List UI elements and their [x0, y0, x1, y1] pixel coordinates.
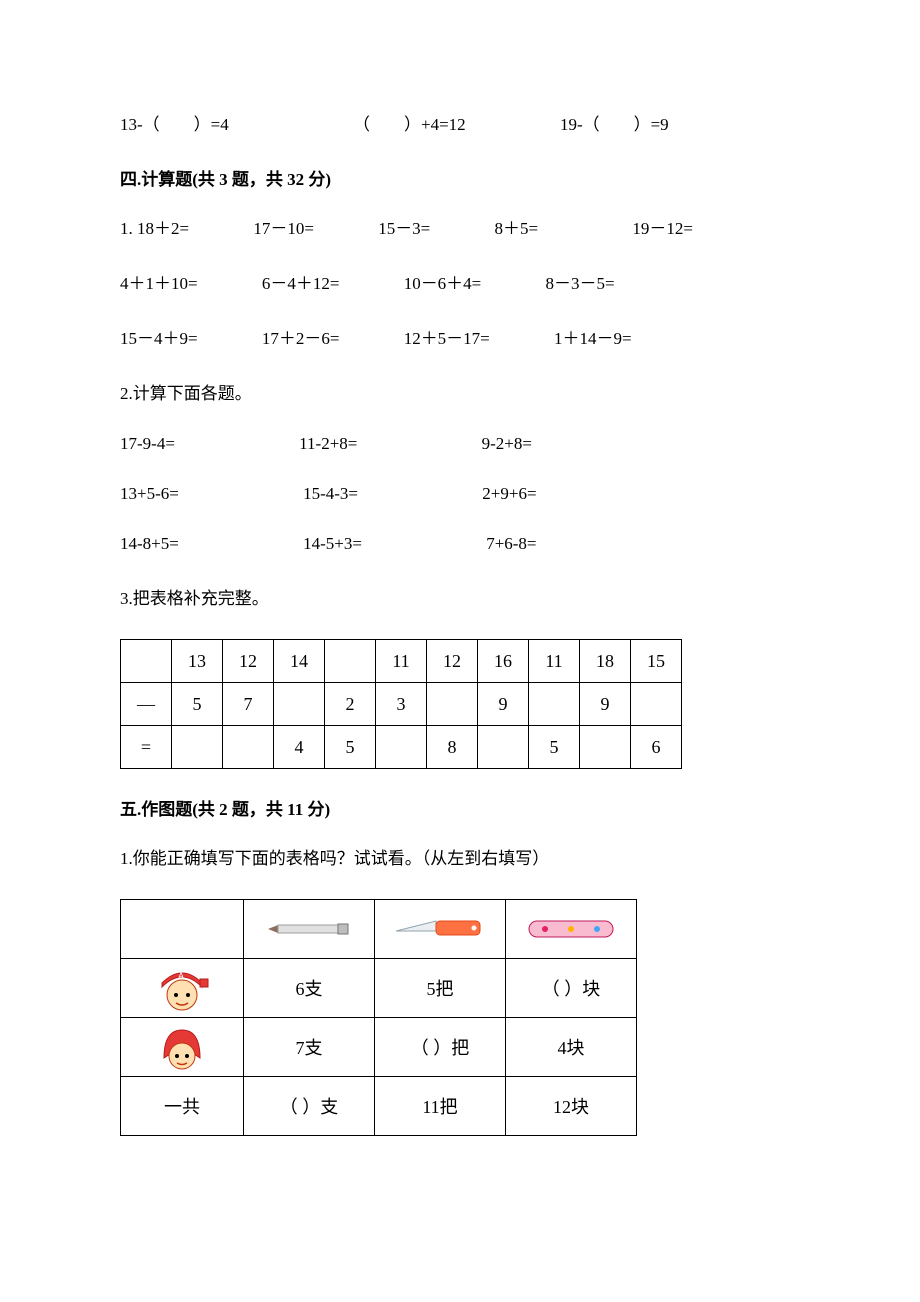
table-row-boy: A 6支 5把 （ ）块: [121, 959, 637, 1018]
boy-icon: A: [121, 959, 244, 1018]
e1[interactable]: [223, 726, 274, 769]
q2r3a[interactable]: 14-8+5=: [120, 534, 179, 553]
r2c1: 6支: [244, 959, 375, 1018]
m4: 3: [376, 683, 427, 726]
h2: 14: [274, 640, 325, 683]
stationery-table: A 6支 5把 （ ）块 7支 （ ）把: [120, 899, 637, 1136]
q1r2d[interactable]: 8－3－5=: [546, 274, 615, 293]
q1-label: 1.: [120, 219, 133, 238]
q1r3d[interactable]: 1＋14－9=: [554, 329, 632, 348]
q2r1c[interactable]: 9-2+8=: [482, 434, 532, 453]
s4q2-row1: 17-9-4= 11-2+8= 9-2+8=: [120, 434, 800, 454]
section4-title: 四.计算题(共 3 题，共 32 分): [120, 165, 800, 190]
r2c2: 5把: [375, 959, 506, 1018]
r3c2[interactable]: （ ）把: [375, 1018, 506, 1077]
e5: 8: [427, 726, 478, 769]
s4q1-row1: 1. 18＋2= 17－10= 15－3= 8＋5= 19－12=: [120, 214, 800, 239]
s4q1-row2: 4＋1＋10= 6－4＋12= 10－6＋4= 8－3－5=: [120, 269, 800, 294]
s4q2-row2: 13+5-6= 15-4-3= 2+9+6=: [120, 484, 800, 504]
e3: 5: [325, 726, 376, 769]
q2r1b[interactable]: 11-2+8=: [299, 434, 357, 453]
s4q3-label: 3.把表格补充完整。: [120, 584, 800, 609]
r3c1: 7支: [244, 1018, 375, 1077]
section5-title: 五.作图题(共 2 题，共 11 分): [120, 795, 800, 820]
blank-b[interactable]: （ ）+4=12: [353, 115, 466, 134]
h5: 12: [427, 640, 478, 683]
svg-text:A: A: [178, 971, 184, 981]
s5q1-label: 1.你能正确填写下面的表格吗？试试看。（从左到右填写）: [120, 844, 800, 869]
q2r2a[interactable]: 13+5-6=: [120, 484, 179, 503]
girl-icon: [121, 1018, 244, 1077]
q1r1e[interactable]: 19－12=: [632, 219, 693, 238]
h8: 18: [580, 640, 631, 683]
s4q2-label: 2.计算下面各题。: [120, 379, 800, 404]
m0: 5: [172, 683, 223, 726]
knife-icon: [375, 900, 506, 959]
q2r2b[interactable]: 15-4-3=: [303, 484, 358, 503]
minus-label: —: [121, 683, 172, 726]
e6[interactable]: [478, 726, 529, 769]
q1r3c[interactable]: 12＋5－17=: [404, 329, 490, 348]
table-row-minus: — 5 7 2 3 9 9: [121, 683, 682, 726]
s4q2-row3: 14-8+5= 14-5+3= 7+6-8=: [120, 534, 800, 554]
e9: 6: [631, 726, 682, 769]
blank-a[interactable]: 13-（ ）=4: [120, 115, 229, 134]
m1: 7: [223, 683, 274, 726]
e7: 5: [529, 726, 580, 769]
h1: 12: [223, 640, 274, 683]
q1r1c[interactable]: 15－3=: [378, 219, 430, 238]
q1r2c[interactable]: 10－6＋4=: [404, 274, 482, 293]
q1r3a[interactable]: 15－4＋9=: [120, 329, 198, 348]
e8[interactable]: [580, 726, 631, 769]
h3[interactable]: [325, 640, 376, 683]
h6: 16: [478, 640, 529, 683]
r3c3: 4块: [506, 1018, 637, 1077]
table-row-head: 13 12 14 11 12 16 11 18 15: [121, 640, 682, 683]
q1r1b[interactable]: 17－10=: [253, 219, 314, 238]
r4c2: 11把: [375, 1077, 506, 1136]
table-row-total: 一共 （ ）支 11把 12块: [121, 1077, 637, 1136]
m6: 9: [478, 683, 529, 726]
h9: 15: [631, 640, 682, 683]
table-row-header-icons: [121, 900, 637, 959]
head-blank: [121, 640, 172, 683]
h4: 11: [376, 640, 427, 683]
q1r2a[interactable]: 4＋1＋10=: [120, 274, 198, 293]
m8: 9: [580, 683, 631, 726]
e2: 4: [274, 726, 325, 769]
pen-icon: [244, 900, 375, 959]
m5[interactable]: [427, 683, 478, 726]
fill-blank-line: 13-（ ）=4 （ ）+4=12 19-（ ）=9: [120, 110, 800, 135]
table-row-girl: 7支 （ ）把 4块: [121, 1018, 637, 1077]
r4c1[interactable]: （ ）支: [244, 1077, 375, 1136]
header-empty: [121, 900, 244, 959]
q1r2b[interactable]: 6－4＋12=: [262, 274, 340, 293]
m3: 2: [325, 683, 376, 726]
h0: 13: [172, 640, 223, 683]
eraser-icon: [506, 900, 637, 959]
q2r3b[interactable]: 14-5+3=: [303, 534, 362, 553]
equals-label: =: [121, 726, 172, 769]
subtraction-table: 13 12 14 11 12 16 11 18 15 — 5 7 2 3 9 9…: [120, 639, 682, 769]
q1r3b[interactable]: 17＋2－6=: [262, 329, 340, 348]
e4[interactable]: [376, 726, 427, 769]
e0[interactable]: [172, 726, 223, 769]
total-label: 一共: [121, 1077, 244, 1136]
h7: 11: [529, 640, 580, 683]
m9[interactable]: [631, 683, 682, 726]
q2r2c[interactable]: 2+9+6=: [482, 484, 536, 503]
r2c3[interactable]: （ ）块: [506, 959, 637, 1018]
q2r3c[interactable]: 7+6-8=: [486, 534, 536, 553]
q1r1d[interactable]: 8＋5=: [495, 219, 539, 238]
r4c3: 12块: [506, 1077, 637, 1136]
q1r1a[interactable]: 18＋2=: [137, 219, 189, 238]
m7[interactable]: [529, 683, 580, 726]
table-row-equals: = 4 5 8 5 6: [121, 726, 682, 769]
m2[interactable]: [274, 683, 325, 726]
blank-c[interactable]: 19-（ ）=9: [560, 115, 669, 134]
s4q1-row3: 15－4＋9= 17＋2－6= 12＋5－17= 1＋14－9=: [120, 324, 800, 349]
q2r1a[interactable]: 17-9-4=: [120, 434, 175, 453]
